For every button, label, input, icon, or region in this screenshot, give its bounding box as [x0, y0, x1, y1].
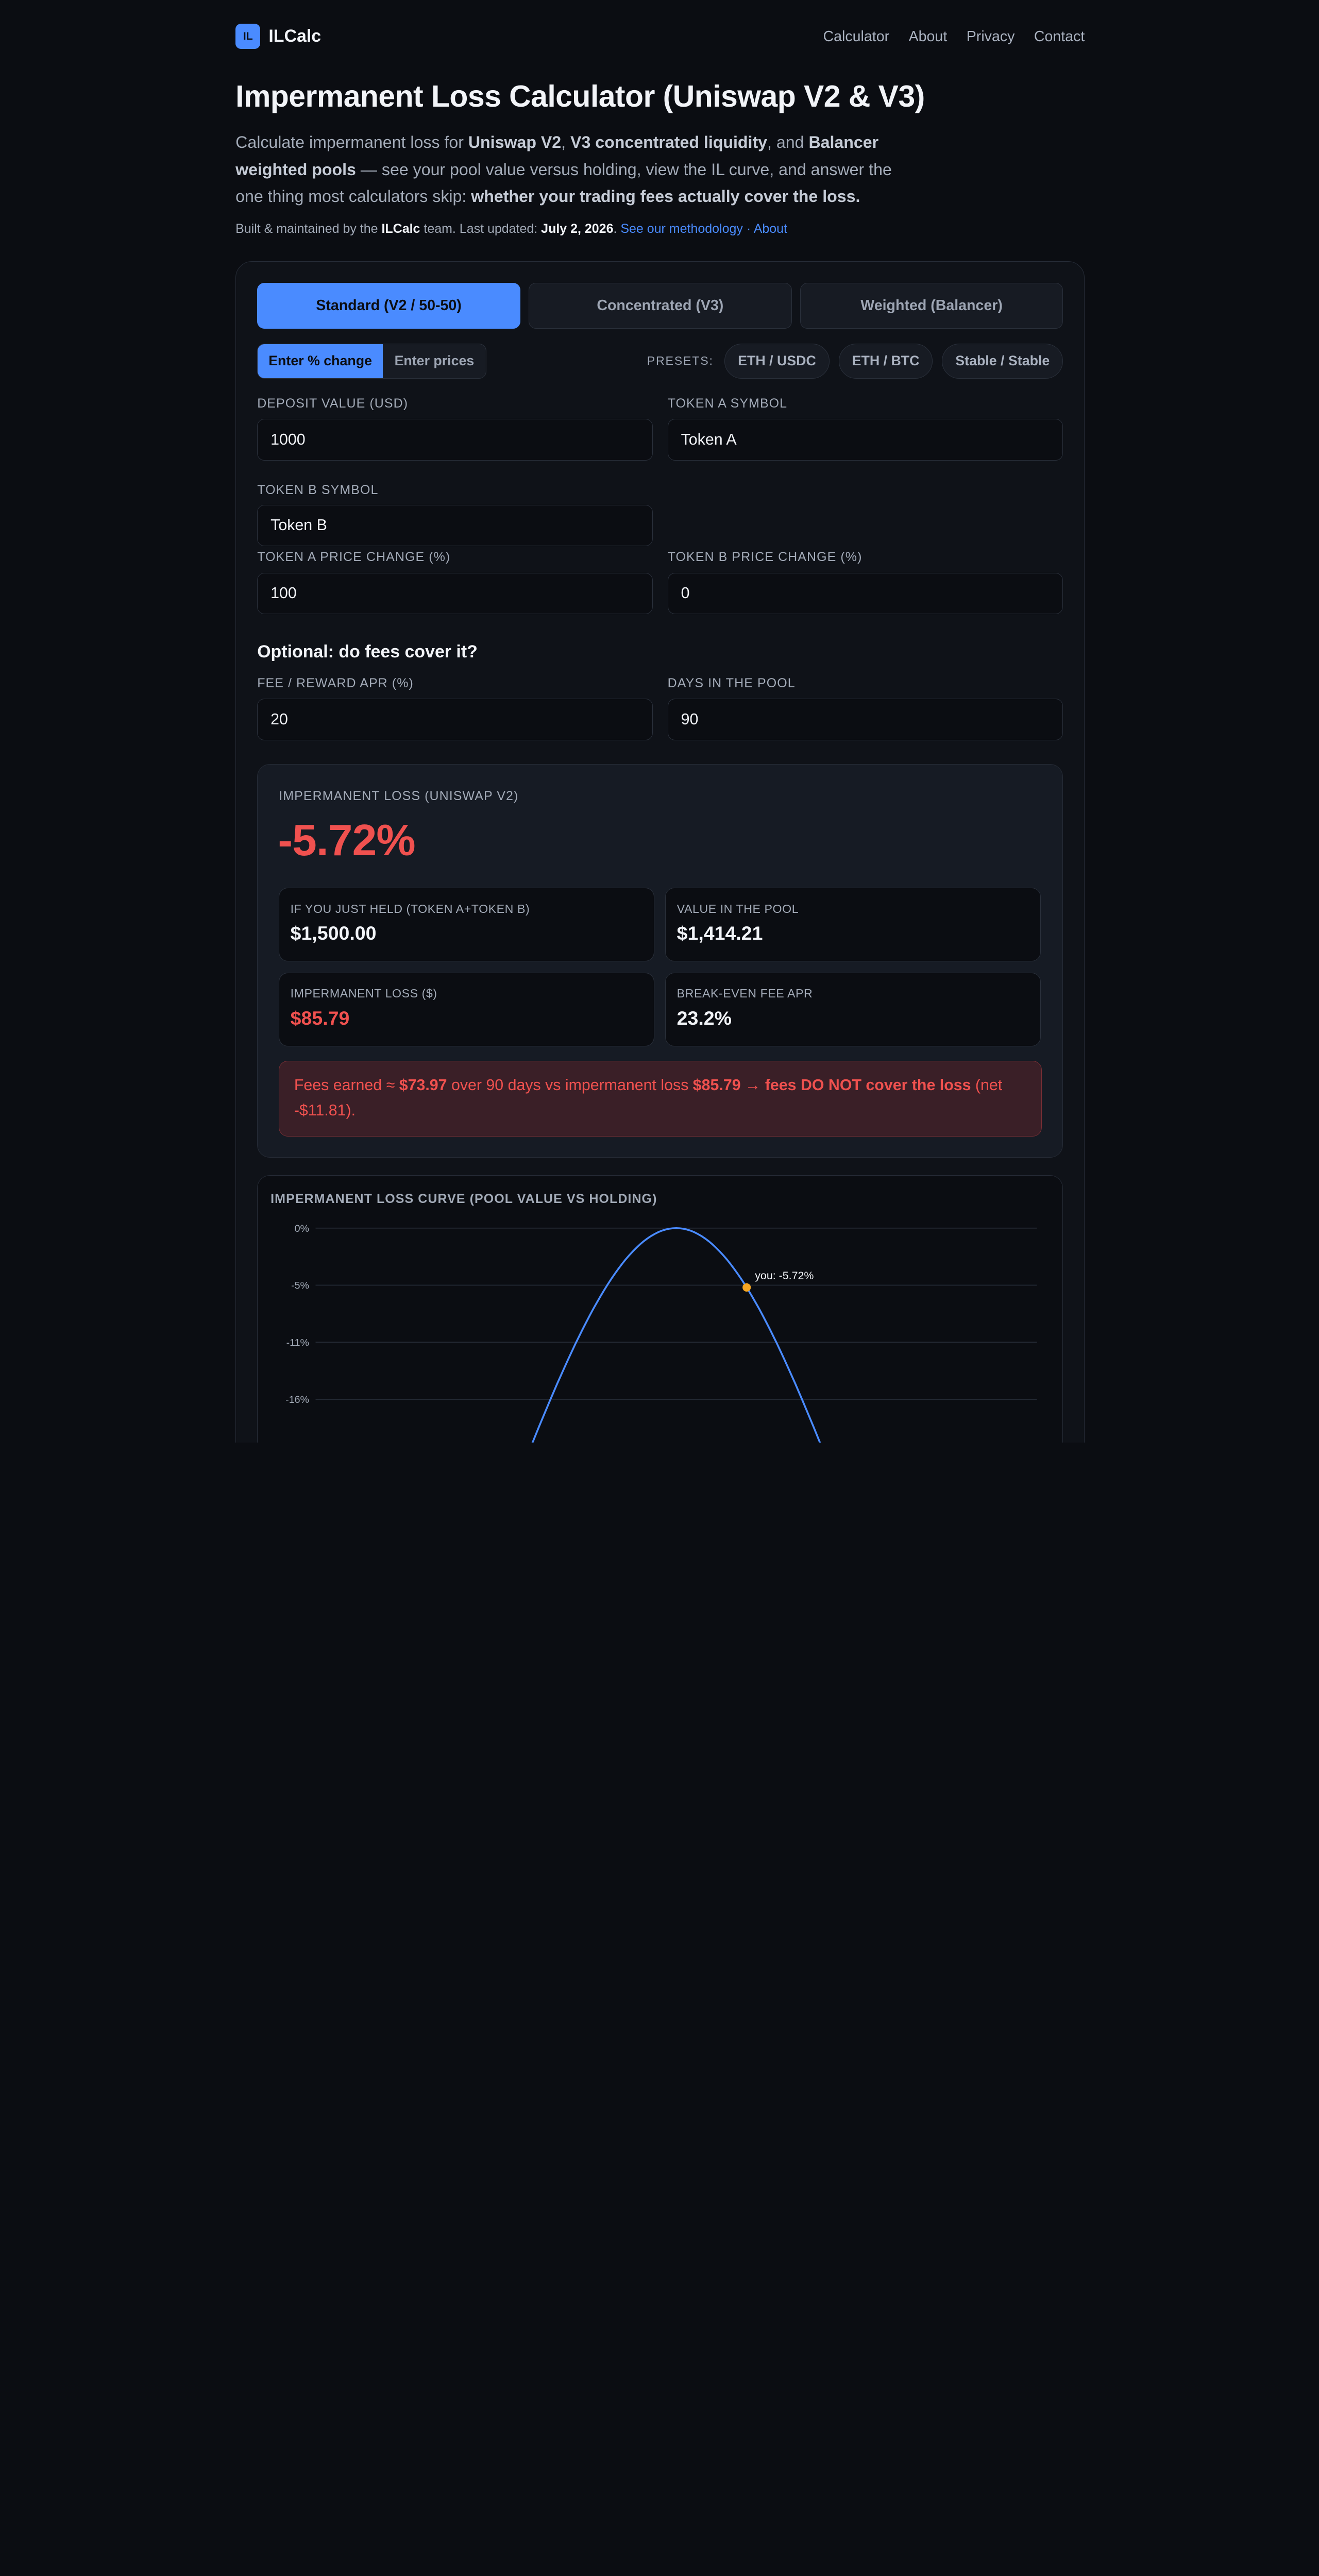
stat-breakeven: BREAK-EVEN FEE APR 23.2%	[665, 972, 1041, 1046]
intro-text: Calculate impermanent loss for Uniswap V…	[235, 129, 916, 210]
alert-part: (net -$11.81).	[294, 1077, 1003, 1119]
token-b-change-label: TOKEN B PRICE CHANGE (%)	[667, 550, 863, 565]
token-a-symbol-input[interactable]: Token A	[667, 419, 1063, 461]
optional-heading: Optional: do fees cover it?	[257, 641, 478, 662]
stat-il-usd: IMPERMANENT LOSS ($) $85.79	[279, 972, 654, 1046]
stat-breakeven-value: 23.2%	[677, 1007, 732, 1029]
pool-type-tabs: Standard (V2 / 50-50) Concentrated (V3) …	[257, 283, 1063, 329]
intro-bold: V3 concentrated liquidity	[570, 132, 768, 151]
alert-part: over 90 days vs impermanent loss	[447, 1077, 693, 1094]
logo-text: ILCalc	[268, 26, 322, 46]
alert-loss: $85.79	[692, 1077, 741, 1094]
preset-eth-usdc[interactable]: ETH / USDC	[724, 344, 830, 379]
stat-held-label: IF YOU JUST HELD (TOKEN A+TOKEN B)	[290, 902, 530, 916]
tab-concentrated[interactable]: Concentrated (V3)	[528, 283, 792, 329]
y-tick-label: -5%	[291, 1280, 309, 1292]
alert-verdict: fees DO NOT cover the loss	[765, 1077, 971, 1094]
meta-team: ILCalc	[381, 222, 420, 236]
result-value: -5.72%	[278, 816, 415, 866]
meta-separator: ·	[742, 222, 754, 236]
tab-standard[interactable]: Standard (V2 / 50-50)	[257, 283, 520, 329]
stat-held: IF YOU JUST HELD (TOKEN A+TOKEN B) $1,50…	[279, 888, 654, 962]
alert-fees: $73.97	[399, 1077, 447, 1094]
stat-breakeven-label: BREAK-EVEN FEE APR	[677, 987, 813, 1001]
token-b-symbol-input[interactable]: Token B	[257, 504, 653, 546]
you-marker-label: you: -5.72%	[755, 1269, 814, 1282]
il-curve-chart: 0% -5% -11% -16% you: -5.72% IMPERMANENT LOS…	[257, 1175, 1063, 1443]
intro-bold: whether your trading fees actually cover…	[471, 187, 860, 206]
meta-part: team. Last updated:	[420, 222, 542, 236]
preset-eth-btc[interactable]: ETH / BTC	[838, 344, 933, 379]
mode-prices-button[interactable]: Enter prices	[394, 353, 475, 369]
tab-weighted[interactable]: Weighted (Balancer)	[800, 283, 1063, 329]
preset-stable-stable[interactable]: Stable / Stable	[942, 344, 1063, 379]
stat-il-usd-label: IMPERMANENT LOSS ($)	[290, 987, 437, 1001]
intro-part: ,	[561, 132, 571, 151]
stat-pool-value: $1,414.21	[677, 922, 763, 944]
input-mode-toggle: Enter % change Enter prices	[257, 344, 486, 379]
intro-bold: Uniswap V2	[468, 132, 562, 151]
result-label: IMPERMANENT LOSS (UNISWAP V2)	[279, 788, 519, 803]
days-input[interactable]: 90	[667, 699, 1063, 740]
deposit-label: DEPOSIT VALUE (USD)	[257, 396, 409, 411]
y-tick-label: -16%	[285, 1394, 309, 1405]
stat-pool-label: VALUE IN THE POOL	[677, 902, 799, 916]
meta-date: July 2, 2026	[541, 222, 614, 236]
alert-arrow: →	[740, 1077, 765, 1094]
il-curve-svg: 0% -5% -11% -16% you: -5.72%	[285, 1223, 1037, 1443]
meta-part: .	[613, 222, 621, 236]
nav-links: Calculator About Privacy Contact	[823, 28, 1085, 45]
stat-pool: VALUE IN THE POOL $1,414.21	[665, 888, 1041, 962]
alert-part: Fees earned ≈	[294, 1077, 399, 1094]
deposit-input[interactable]: 1000	[257, 419, 653, 461]
days-label: DAYS IN THE POOL	[667, 675, 796, 690]
result-panel: IMPERMANENT LOSS (UNISWAP V2) -5.72% IF …	[257, 764, 1063, 1158]
you-marker-point	[742, 1283, 751, 1292]
token-b-change-input[interactable]: 0	[667, 572, 1063, 615]
nav-link-privacy[interactable]: Privacy	[966, 28, 1015, 45]
about-link[interactable]: About	[753, 222, 787, 236]
intro-part: Calculate impermanent loss for	[235, 132, 468, 151]
logo[interactable]: IL ILCalc	[235, 24, 322, 49]
page-title: Impermanent Loss Calculator (Uniswap V2 …	[235, 79, 925, 113]
chart-title: IMPERMANENT LOSS CURVE (POOL VALUE VS HO…	[270, 1191, 657, 1206]
page: IL ILCalc Calculator About Privacy Conta…	[235, 24, 1085, 1443]
nav-link-about[interactable]: About	[908, 28, 948, 45]
intro-bold: Balancer weighted pools	[235, 132, 879, 179]
presets: PRESETS: ETH / USDC ETH / BTC Stable / S…	[647, 344, 1063, 379]
logo-badge-icon: IL	[235, 24, 261, 49]
mode-percent-button[interactable]: Enter % change	[258, 344, 383, 378]
meta-part: Built & maintained by the	[235, 222, 382, 236]
calculator-card: Standard (V2 / 50-50) Concentrated (V3) …	[235, 261, 1085, 1443]
nav-link-calculator[interactable]: Calculator	[823, 28, 890, 45]
y-tick-label: 0%	[295, 1223, 309, 1234]
fees-verdict-alert: Fees earned ≈ $73.97 over 90 days vs imp…	[279, 1061, 1042, 1137]
intro-part: — see your pool value versus holding, vi…	[235, 160, 892, 206]
meta-line: Built & maintained by the ILCalc team. L…	[235, 222, 787, 236]
token-b-symbol-label: TOKEN B SYMBOL	[257, 482, 379, 497]
y-tick-label: -11%	[286, 1337, 309, 1349]
stat-il-usd-value: $85.79	[290, 1007, 350, 1029]
token-a-symbol-label: TOKEN A SYMBOL	[667, 396, 788, 411]
methodology-link[interactable]: See our methodology	[620, 222, 743, 236]
fee-apr-label: FEE / REWARD APR (%)	[257, 675, 414, 690]
token-a-change-input[interactable]: 100	[257, 572, 653, 615]
il-curve-line	[531, 1227, 821, 1443]
token-a-change-label: TOKEN A PRICE CHANGE (%)	[257, 550, 451, 565]
top-nav: IL ILCalc Calculator About Privacy Conta…	[235, 24, 1085, 49]
nav-link-contact[interactable]: Contact	[1034, 28, 1085, 45]
intro-part: , and	[767, 132, 809, 151]
stat-held-value: $1,500.00	[290, 922, 377, 944]
presets-label: PRESETS:	[647, 354, 714, 368]
fee-apr-input[interactable]: 20	[257, 699, 653, 740]
